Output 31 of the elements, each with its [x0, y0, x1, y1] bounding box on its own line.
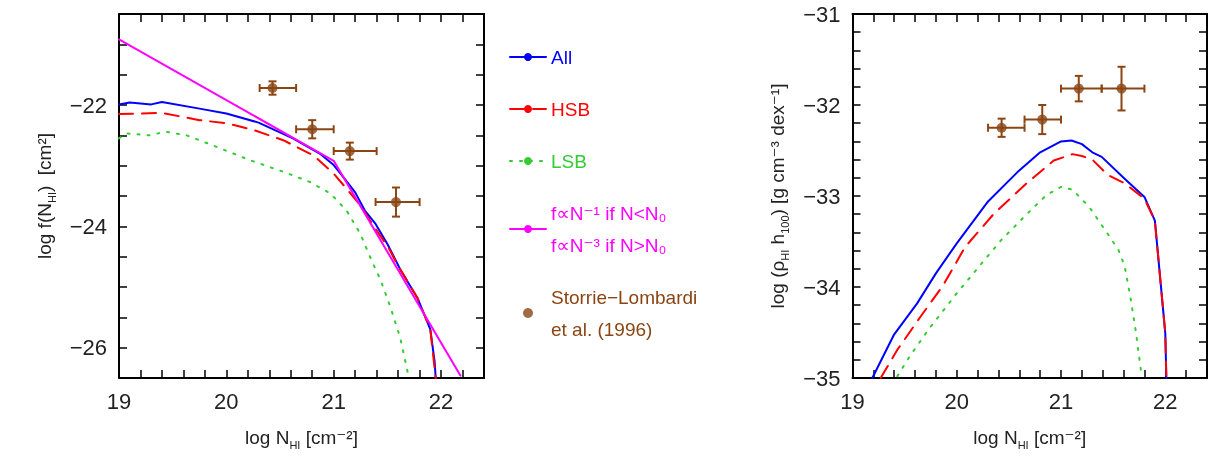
x-tick-label: 20: [944, 388, 970, 414]
legend-label: HSB: [551, 98, 591, 120]
line-series: [896, 185, 1143, 378]
legend-label: Storrie−Lombardi et al. (1996): [551, 286, 698, 340]
x-tick-label: 22: [428, 388, 454, 414]
point: [344, 146, 355, 157]
legend-label: All: [551, 46, 573, 68]
y-tick-label: −26: [69, 335, 107, 361]
y-axis-title: log f(NHI) [cm²]: [33, 132, 58, 260]
x-tick-label: 19: [106, 388, 132, 414]
point: [307, 124, 318, 135]
x-tick-label: 20: [214, 388, 239, 414]
legend-label: f∝N⁻¹ if N<N₀ f∝N⁻³ if N>N₀: [551, 202, 667, 256]
y-tick-label: −31: [803, 1, 841, 27]
point: [1037, 114, 1048, 125]
point: [1116, 83, 1127, 94]
point: [390, 197, 401, 208]
y-tick-label: −22: [69, 92, 107, 118]
y-tick-label: −24: [69, 213, 107, 239]
y-tick-label: −34: [803, 274, 841, 300]
legend-label: LSB: [551, 150, 587, 172]
y-axis-title: log (ρHI h100) [g cm⁻³ dex⁻¹]: [767, 83, 791, 309]
x-tick-label: 19: [840, 388, 865, 414]
point: [1073, 83, 1084, 94]
x-tick-label: 21: [1048, 388, 1074, 414]
y-tick-label: −35: [803, 365, 841, 391]
y-tick-label: −33: [803, 183, 841, 209]
y-tick-label: −32: [803, 92, 841, 118]
x-tick-label: 22: [1153, 388, 1178, 414]
x-tick-label: 21: [321, 388, 346, 414]
point: [996, 122, 1007, 133]
